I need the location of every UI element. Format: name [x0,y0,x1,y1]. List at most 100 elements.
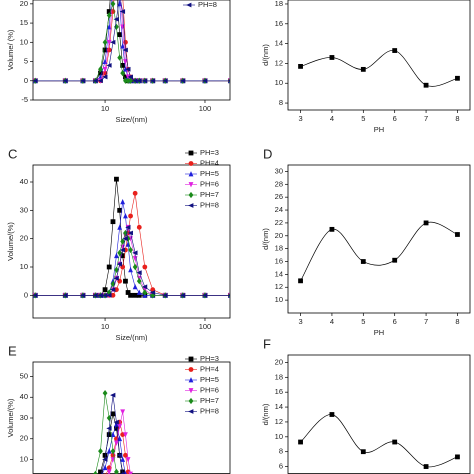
marker [298,278,303,284]
y-tick-label: 14 [275,39,283,48]
marker [92,292,98,298]
y-tick-label: 6 [279,462,283,471]
marker [98,469,103,474]
marker [116,261,123,267]
marker [188,388,194,394]
marker [117,54,123,61]
plot-area [298,220,460,284]
marker [119,471,126,474]
marker [162,78,168,84]
marker [106,448,112,454]
marker [62,292,68,298]
x-axis-label: PH [374,328,384,337]
marker [136,224,142,230]
marker [162,292,168,298]
marker [392,48,398,53]
marker [123,452,128,458]
legend-label: PH=5 [200,169,219,178]
marker [62,78,68,84]
marker [125,224,131,230]
y-tick-label: 0 [24,290,28,299]
legend-label: PH=8 [200,200,219,209]
y-axis-label: d/(nm) [261,44,270,66]
marker [132,283,138,290]
marker [123,278,128,284]
plot-frame [287,354,471,474]
marker [132,78,138,84]
marker [110,431,116,437]
x-tick-label: 4 [330,317,334,326]
marker [114,468,119,474]
x-tick-label: 3 [298,114,302,123]
series-line [35,226,230,296]
marker [102,457,108,462]
series-line [35,0,230,82]
marker [179,292,186,298]
x-tick-label: 10 [101,322,109,331]
y-tick-label: 30 [275,166,283,175]
marker [188,397,194,405]
x-tick-label: 100 [199,104,212,113]
legend-label: PH=3 [200,148,219,157]
marker [188,356,194,362]
y-tick-label: 12 [275,58,283,67]
marker [102,39,108,46]
legend-label: PH=7 [200,396,219,405]
legend-label: PH=6 [200,385,219,394]
series-line [101,423,126,474]
y-tick-label: 30 [20,205,28,214]
y-tick-label: 10 [20,262,28,271]
marker [360,66,366,72]
marker [123,77,128,84]
x-axis-label: Size/(nm) [115,333,148,342]
marker [120,469,126,474]
y-tick-label: 14 [275,402,283,411]
panel-letter: C [8,146,17,161]
marker [117,32,123,38]
marker [188,367,194,372]
marker [114,266,119,273]
y-tick-label: 0 [24,76,28,85]
x-tick-label: 6 [393,317,397,326]
series-line [105,422,130,474]
marker [128,266,133,273]
marker [102,452,108,458]
marker [117,207,123,213]
marker [92,78,98,84]
marker [329,226,335,232]
marker [142,289,148,296]
legend-label: PH=6 [200,179,219,188]
x-tick-label: 7 [424,114,428,123]
marker [106,12,112,19]
marker [202,78,208,84]
y-tick-label: 22 [275,218,283,227]
marker [392,439,398,445]
y-tick-label: 8 [279,447,283,456]
marker [188,191,194,199]
marker [125,66,131,72]
y-tick-label: 20 [275,231,283,240]
plot-frame [32,164,231,319]
marker [114,440,119,446]
marker [136,270,142,276]
y-tick-label: 24 [275,205,283,214]
marker [125,457,131,463]
y-tick-label: 10 [20,37,28,46]
marker [116,452,123,458]
marker [123,229,128,237]
marker [298,439,303,445]
marker [128,292,133,298]
y-tick-label: 30 [20,413,28,422]
marker [132,292,138,298]
y-tick-label: 26 [275,192,283,201]
marker [102,47,108,53]
marker [423,220,429,226]
fit-curve [300,50,458,87]
marker [110,219,116,225]
marker [329,55,335,60]
marker [360,259,366,264]
marker [392,257,398,263]
marker [113,419,119,425]
marker [106,9,112,14]
x-tick-label: 100 [199,322,212,331]
